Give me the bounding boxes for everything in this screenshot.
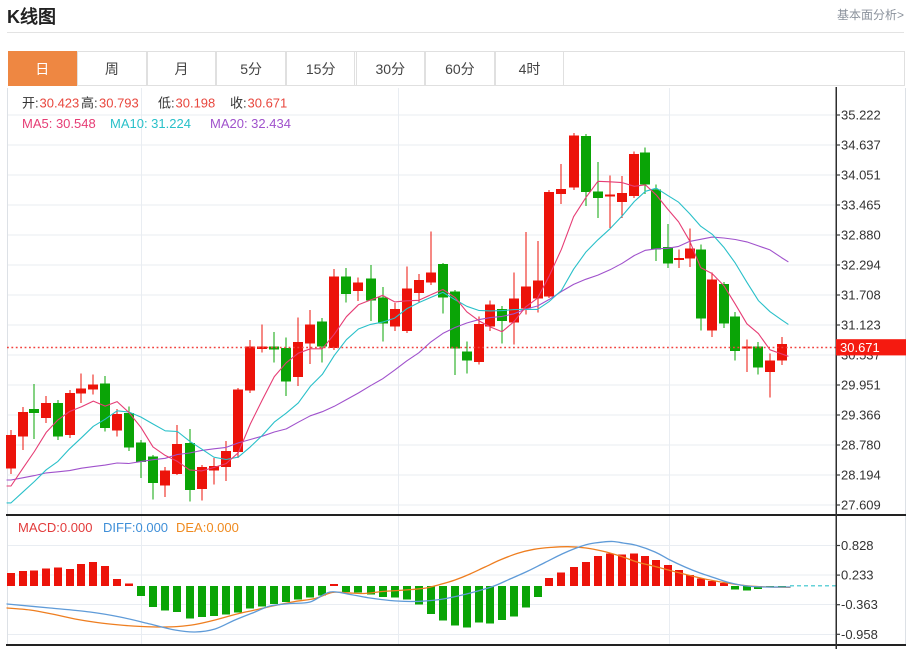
svg-text:27.609: 27.609 <box>841 498 881 513</box>
svg-text:-0.363: -0.363 <box>841 597 878 612</box>
svg-text:0.233: 0.233 <box>841 568 874 583</box>
svg-text:34.051: 34.051 <box>841 168 881 183</box>
svg-text:28.780: 28.780 <box>841 438 881 453</box>
svg-text:33.465: 33.465 <box>841 198 881 213</box>
svg-text:32.880: 32.880 <box>841 228 881 243</box>
svg-text:29.951: 29.951 <box>841 378 881 393</box>
svg-text:0.828: 0.828 <box>841 538 874 553</box>
svg-text:31.123: 31.123 <box>841 318 881 333</box>
svg-text:32.294: 32.294 <box>841 258 881 273</box>
svg-text:34.637: 34.637 <box>841 138 881 153</box>
svg-text:35.222: 35.222 <box>841 108 881 123</box>
svg-text:-0.958: -0.958 <box>841 627 878 642</box>
svg-text:29.366: 29.366 <box>841 408 881 423</box>
svg-text:31.708: 31.708 <box>841 288 881 303</box>
svg-text:28.194: 28.194 <box>841 468 881 483</box>
svg-text:30.671: 30.671 <box>840 340 880 355</box>
